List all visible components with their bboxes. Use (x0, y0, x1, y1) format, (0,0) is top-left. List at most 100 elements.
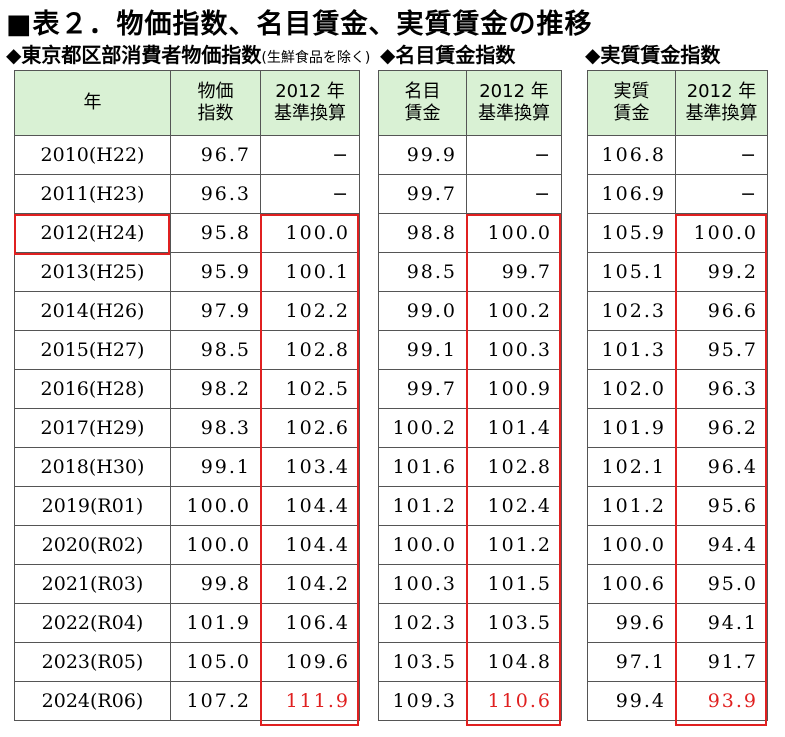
cpi-cell: 98.2 (170, 369, 261, 409)
nominal-2012-cell: 99.7 (466, 252, 562, 292)
nominal-cell: 99.7 (378, 369, 467, 409)
table-row: 102.3 103.5 (378, 603, 562, 643)
table-row: 99.9− (378, 135, 562, 175)
table-row: 2013(H25) 95.9 100.1 (14, 252, 360, 292)
table-row: 2021(R03) 99.8 104.2 (14, 564, 360, 604)
table-row: 106.9− (587, 174, 768, 214)
nominal-2012-cell: 100.0 (466, 213, 562, 253)
table-row: 100.0 101.2 (378, 525, 562, 565)
real-2012-cell: 95.7 (675, 330, 768, 370)
table-row: 98.5 99.7 (378, 252, 562, 292)
table-row: 97.1 91.7 (587, 642, 768, 682)
cpi-2012-cell: 103.4 (260, 447, 360, 487)
table-row: 2024(R06) 107.2 111.9 (14, 681, 360, 721)
table-row: 100.6 95.0 (587, 564, 768, 604)
real-2012-cell: 93.9 (675, 681, 768, 721)
nominal-2012-cell: 101.5 (466, 564, 562, 604)
real-2012-cell: 99.2 (675, 252, 768, 292)
real-2012-cell: − (675, 174, 768, 214)
real-cell: 106.9 (587, 174, 676, 214)
real-cell: 106.8 (587, 135, 676, 175)
year-cell: 2012(H24) (14, 213, 171, 253)
table-row: 2019(R01) 100.0 104.4 (14, 486, 360, 526)
cpi-2012-cell: 102.8 (260, 330, 360, 370)
real-2012-cell: 95.0 (675, 564, 768, 604)
nominal-cell: 98.5 (378, 252, 467, 292)
table-row: 102.1 96.4 (587, 447, 768, 487)
year-cell: 2017(H29) (14, 408, 171, 448)
nominal-cell: 101.6 (378, 447, 467, 487)
cpi-2012-cell: 102.6 (260, 408, 360, 448)
real-header: 実質 賃金 (587, 70, 676, 136)
cpi-cell: 96.3 (170, 174, 261, 214)
table-row: 2017(H29) 98.3 102.6 (14, 408, 360, 448)
cpi-2012-cell: 100.1 (260, 252, 360, 292)
nominal-cell: 99.1 (378, 330, 467, 370)
real-2012-cell: 91.7 (675, 642, 768, 682)
year-cell: 2013(H25) (14, 252, 171, 292)
cpi-2012-cell: 111.9 (260, 681, 360, 721)
nominal-cell: 98.8 (378, 213, 467, 253)
year-cell: 2016(H28) (14, 369, 171, 409)
nominal-header: 名目 賃金 (378, 70, 467, 136)
real-cell: 102.3 (587, 291, 676, 331)
cpi-2012-cell: 104.4 (260, 525, 360, 565)
real-2012-cell: − (675, 135, 768, 175)
nominal-cell: 99.9 (378, 135, 467, 175)
table-row: 101.2 95.6 (587, 486, 768, 526)
real-cell: 105.9 (587, 213, 676, 253)
real-cell: 101.3 (587, 330, 676, 370)
year-cell: 2018(H30) (14, 447, 171, 487)
table-row: 100.2 101.4 (378, 408, 562, 448)
cpi-cell: 100.0 (170, 525, 261, 565)
real-cell: 101.9 (587, 408, 676, 448)
table-row: 100.0 94.4 (587, 525, 768, 565)
nominal-2012-cell: − (466, 135, 562, 175)
cpi-header: 物価 指数 (170, 70, 261, 136)
year-cell: 2024(R06) (14, 681, 171, 721)
cpi-cell: 99.8 (170, 564, 261, 604)
nominal-2012-cell: 104.8 (466, 642, 562, 682)
real-cell: 100.6 (587, 564, 676, 604)
real-2012-cell: 96.2 (675, 408, 768, 448)
table-row: 103.5 104.8 (378, 642, 562, 682)
nominal-2012-cell: − (466, 174, 562, 214)
real-2012-cell: 96.6 (675, 291, 768, 331)
cpi-cell: 99.1 (170, 447, 261, 487)
year-cell: 2010(H22) (14, 135, 171, 175)
real-cell: 105.1 (587, 252, 676, 292)
real-2012-cell: 96.3 (675, 369, 768, 409)
table-row: 2022(R04) 101.9 106.4 (14, 603, 360, 643)
real-2012-cell: 94.4 (675, 525, 768, 565)
table-row: 105.1 99.2 (587, 252, 768, 292)
nominal-table: 名目 賃金 2012 年基準換算 99.9−99.7−98.8 100.0 98.5 9… (378, 70, 562, 721)
real-2012-cell: 94.1 (675, 603, 768, 643)
table-row: 109.3 110.6 (378, 681, 562, 721)
nominal-2012-cell: 101.4 (466, 408, 562, 448)
cpi-cell: 95.8 (170, 213, 261, 253)
table-row: 99.0 100.2 (378, 291, 562, 331)
table-row: 2012(H24) 95.8 100.0 (14, 213, 360, 253)
cpi-cell: 98.5 (170, 330, 261, 370)
real-cell: 99.6 (587, 603, 676, 643)
cpi-cell: 96.7 (170, 135, 261, 175)
cpi-cell: 98.3 (170, 408, 261, 448)
nominal-cell: 102.3 (378, 603, 467, 643)
table-row: 101.2 102.4 (378, 486, 562, 526)
real-cell: 100.0 (587, 525, 676, 565)
year-cell: 2015(H27) (14, 330, 171, 370)
table-row: 98.8 100.0 (378, 213, 562, 253)
nominal-section-label: ◆名目賃金指数 (380, 43, 516, 67)
year-cell: 2021(R03) (14, 564, 171, 604)
cpi-cell: 97.9 (170, 291, 261, 331)
table-row: 2011(H23) 96.3− (14, 174, 360, 214)
cpi-cell: 105.0 (170, 642, 261, 682)
real-2012-cell: 100.0 (675, 213, 768, 253)
year-cell: 2020(R02) (14, 525, 171, 565)
table-row: 2020(R02) 100.0 104.4 (14, 525, 360, 565)
cpi-2012-cell: − (260, 174, 360, 214)
table-row: 2016(H28) 98.2 102.5 (14, 369, 360, 409)
year-cell: 2023(R05) (14, 642, 171, 682)
nominal-2012-cell: 100.9 (466, 369, 562, 409)
nominal-2012-cell: 100.2 (466, 291, 562, 331)
